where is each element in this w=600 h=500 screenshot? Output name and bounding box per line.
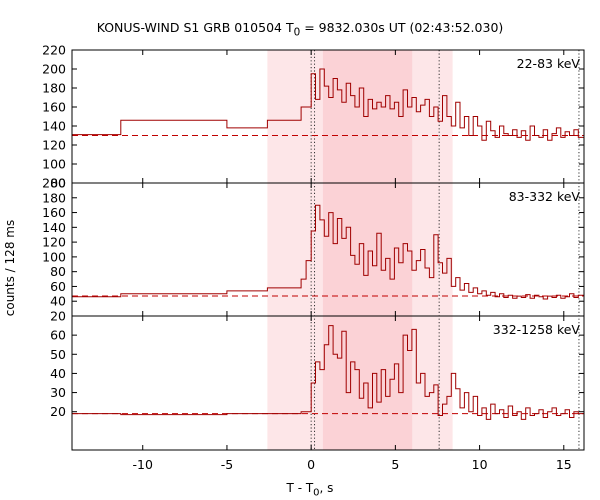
x-axis-label: T - T0, s [250, 481, 370, 498]
y-tick-label: 140 [42, 220, 66, 235]
y-tick-label: 200 [42, 62, 66, 77]
title-subscript: 0 [293, 26, 301, 39]
y-tick-label: 180 [42, 81, 66, 96]
title-rest: = 9832.030s UT (02:43:52.030) [300, 20, 504, 35]
y-tick-label: 160 [42, 205, 66, 220]
y-tick-label: 180 [42, 190, 66, 205]
y-tick-label: 40 [50, 294, 66, 309]
y-tick-label: 40 [50, 366, 66, 381]
x-tick-label: 10 [472, 457, 488, 472]
y-tick-label: 20 [50, 309, 66, 324]
energy-band-label: 22-83 keV [517, 56, 581, 71]
chart-title: KONUS-WIND S1 GRB 010504 T0 = 9832.030s … [0, 20, 600, 39]
energy-band-label: 83-332 keV [509, 189, 581, 204]
y-tick-label: 60 [50, 328, 66, 343]
y-tick-label: 160 [42, 100, 66, 115]
light-curve-series [72, 204, 585, 300]
title-main: KONUS-WIND S1 GRB 010504 T [96, 20, 294, 35]
x-tick-label: -10 [133, 457, 153, 472]
y-tick-label: 120 [42, 138, 66, 153]
y-tick-label: 60 [50, 279, 66, 294]
y-tick-label: 100 [42, 157, 66, 172]
light-curve-series [72, 325, 585, 420]
xlabel-rest: , s [319, 481, 334, 495]
light-curve-series [72, 68, 584, 141]
energy-band-label: 332-1258 keV [493, 322, 581, 337]
y-tick-label: 50 [50, 347, 66, 362]
y-tick-label: 120 [42, 235, 66, 250]
x-tick-label: 15 [556, 457, 572, 472]
y-tick-label: 80 [50, 176, 66, 191]
panel-frame [71, 315, 585, 451]
y-tick-label: 80 [50, 264, 66, 279]
y-tick-label: 30 [50, 385, 66, 400]
y-tick-label: 100 [42, 249, 66, 264]
y-tick-label: 140 [42, 119, 66, 134]
x-tick-label: 0 [307, 457, 315, 472]
y-axis-label: counts / 128 ms [3, 219, 17, 317]
y-tick-label: 20 [50, 404, 66, 419]
x-tick-label: 5 [391, 457, 399, 472]
y-tick-label: 200 [42, 176, 66, 191]
panel-2: 20 30 40 50 60 332-1258 keV [50, 315, 585, 451]
y-tick-label: 220 [42, 43, 66, 58]
xlabel-main: T - T [286, 481, 314, 495]
xlabel-subscript: 0 [313, 487, 320, 499]
x-tick-label: -5 [221, 457, 233, 472]
